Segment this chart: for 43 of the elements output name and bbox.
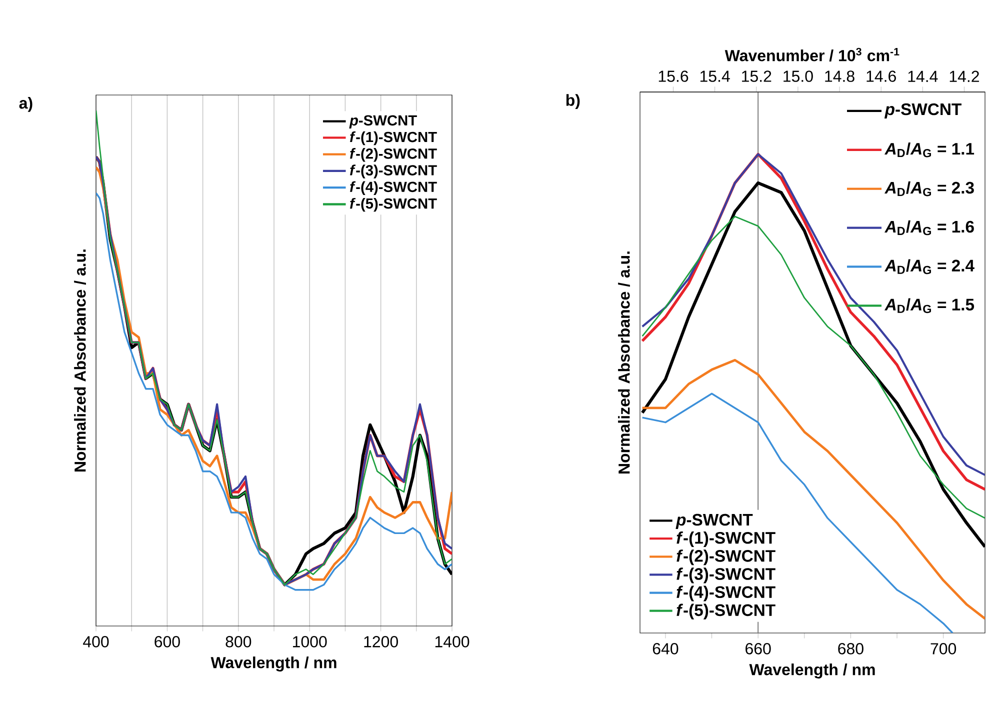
legend-label: p-SWCNT	[676, 514, 753, 529]
x2-tick-label: 14.2	[950, 70, 979, 82]
legend-label: f-(4)-SWCNT	[350, 181, 437, 195]
x-tick-label: 600	[154, 636, 180, 648]
legend-label: f-(4)-SWCNT	[676, 586, 776, 602]
x-tick-label: 1000	[293, 636, 327, 648]
legend-label: f-(3)-SWCNT	[350, 164, 437, 178]
x-tick-label: 1400	[435, 636, 470, 648]
legend-label: f-(2)-SWCNT	[350, 148, 437, 162]
chart-title: a)	[19, 97, 32, 112]
legend-label: f-(1)-SWCNT	[350, 131, 437, 146]
y-axis-title: Normalized Absorbance / a.u.	[74, 250, 86, 472]
x-tick-label: 800	[226, 636, 252, 648]
x2-tick-label: 15.4	[700, 70, 730, 82]
x-tick-label: 400	[83, 636, 109, 648]
text: p-SWCNT	[884, 103, 962, 118]
annotation: A$_{D}$/A$_{G}$ = 2.3	[884, 181, 974, 196]
legend-label: f-(1)-SWCNT	[676, 532, 776, 548]
x-axis-title: Wavelength / nm	[210, 656, 336, 672]
y-axis-title: Normalized Absorbance / a.u.	[618, 252, 630, 474]
chart-title: b)	[566, 94, 580, 110]
annotation: A$_{D}$/A$_{G}$ = 2.4	[884, 259, 974, 274]
x2-tick-label: 14.8	[825, 70, 854, 82]
x2-axis-title: Wavenumber / 10$^{3}$ cm$^{-1}$	[724, 48, 900, 62]
x-tick-label: 640	[652, 643, 678, 654]
x2-tick-label: 15.0	[784, 70, 813, 82]
legend-label: f-(2)-SWCNT	[676, 550, 776, 566]
x-tick-label: 680	[838, 643, 864, 654]
x-tick-label: 1200	[364, 636, 398, 648]
legend-label: f-(3)-SWCNT	[676, 568, 776, 584]
x2-tick-label: 15.6	[658, 70, 688, 82]
legend-label: f-(5)-SWCNT	[676, 604, 776, 620]
x-tick-label: 700	[930, 643, 956, 654]
x2-tick-label: 14.6	[866, 70, 896, 82]
annotation: A$_{D}$/A$_{G}$ = 1.6	[884, 220, 974, 236]
x-axis-title: Wavelength / nm	[749, 664, 875, 678]
x2-tick-label: 15.2	[742, 70, 772, 82]
legend-label: p-SWCNT	[349, 115, 417, 128]
x2-tick-label: 14.4	[908, 70, 938, 82]
legend-label: f-(5)-SWCNT	[350, 198, 437, 212]
x-tick-label: 660	[746, 643, 771, 654]
annotation: A$_{D}$/A$_{G}$ = 1.5	[884, 298, 974, 314]
annotation: A$_{D}$/A$_{G}$ = 1.1	[884, 142, 974, 158]
